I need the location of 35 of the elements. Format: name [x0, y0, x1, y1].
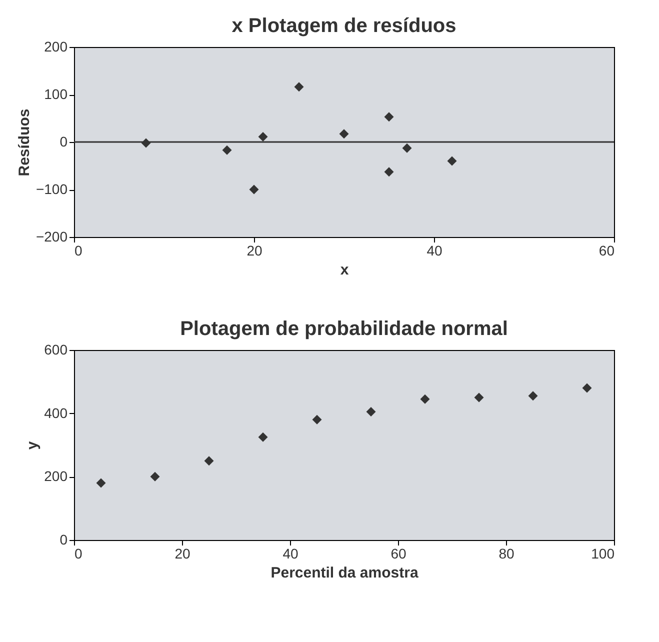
- x-tick-label: 60: [598, 242, 615, 258]
- x-tick-label: 40: [282, 546, 298, 562]
- y-tick-label: −200: [36, 228, 68, 244]
- y-tick-label: 400: [44, 404, 68, 421]
- y-tick-label: 600: [44, 342, 68, 358]
- point: [312, 414, 322, 424]
- x-axis-title: x: [340, 262, 350, 278]
- x-tick-label: 80: [498, 546, 514, 562]
- y-tick-label: 200: [44, 468, 68, 484]
- x-tick-label: 100: [591, 546, 615, 562]
- chart-title: x Plotagem de resíduos: [232, 15, 456, 37]
- point: [96, 478, 106, 488]
- point: [582, 383, 592, 393]
- point: [150, 472, 160, 482]
- y-tick-label: 0: [60, 532, 68, 548]
- x-tick-label: 20: [246, 242, 262, 258]
- point: [366, 407, 376, 416]
- point: [204, 456, 214, 466]
- y-tick-label: 200: [44, 38, 68, 54]
- y-tick-label: −100: [36, 181, 68, 197]
- x-tick-label: 0: [74, 546, 82, 562]
- x-tick-label: 0: [74, 242, 82, 258]
- y-tick-label: 0: [60, 134, 68, 150]
- point: [258, 432, 268, 442]
- y-axis-title: Resíduos: [16, 108, 33, 176]
- x-tick-label: 60: [390, 546, 406, 562]
- y-axis-title: y: [24, 440, 42, 450]
- point: [528, 391, 538, 401]
- x-axis-title: Percentil da amostra: [270, 564, 419, 582]
- y-tick-label: 100: [44, 86, 68, 102]
- x-tick-label: 20: [174, 546, 190, 562]
- chart-title: Plotagem de probabilidade normal: [180, 318, 508, 340]
- point: [420, 394, 430, 404]
- x-tick-label: 40: [426, 242, 442, 258]
- point: [474, 392, 484, 402]
